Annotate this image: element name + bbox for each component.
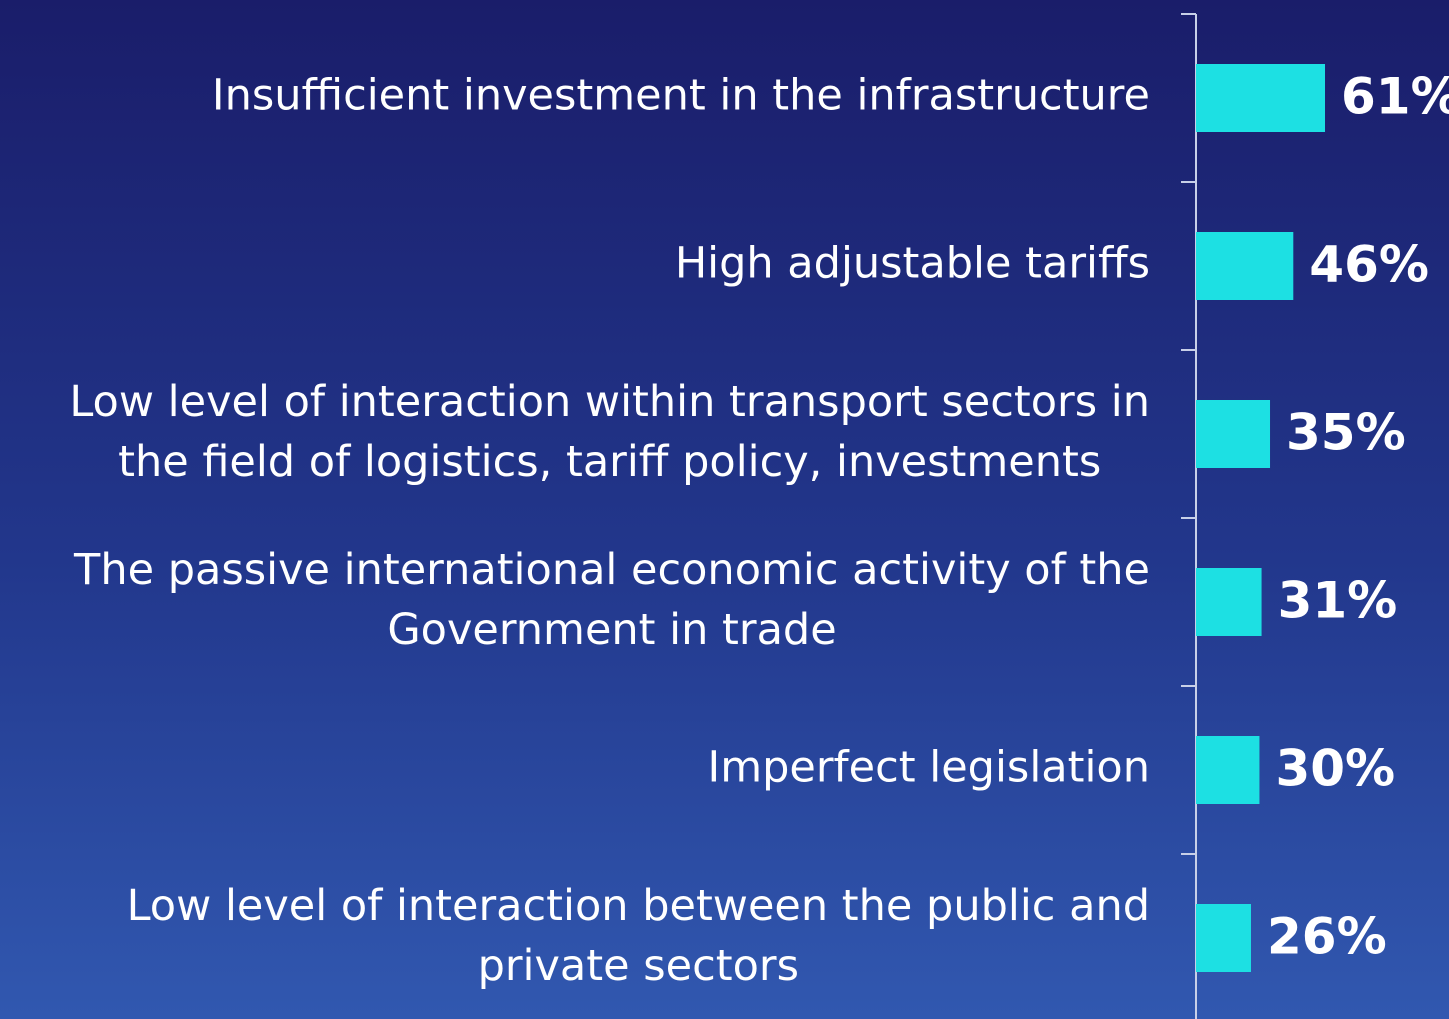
value-label: 31% bbox=[1278, 572, 1398, 630]
category-label: The passive international economic activ… bbox=[73, 545, 1150, 655]
category-label: Low level of interaction within transpor… bbox=[69, 377, 1150, 487]
bar bbox=[1196, 568, 1262, 636]
value-label: 26% bbox=[1267, 908, 1387, 966]
bar bbox=[1196, 400, 1271, 468]
bar bbox=[1196, 736, 1260, 804]
value-label: 61% bbox=[1341, 68, 1449, 126]
bar bbox=[1196, 64, 1326, 132]
bar bbox=[1196, 232, 1294, 300]
value-label: 35% bbox=[1286, 404, 1406, 462]
category-label: High adjustable tariffs bbox=[675, 239, 1150, 289]
category-label: Insufficient investment in the infrastru… bbox=[212, 71, 1150, 121]
value-label: 30% bbox=[1275, 740, 1395, 798]
value-label: 46% bbox=[1309, 236, 1429, 294]
category-label: Imperfect legislation bbox=[708, 743, 1150, 793]
category-label: Low level of interaction between the pub… bbox=[127, 881, 1150, 991]
bar bbox=[1196, 904, 1251, 972]
